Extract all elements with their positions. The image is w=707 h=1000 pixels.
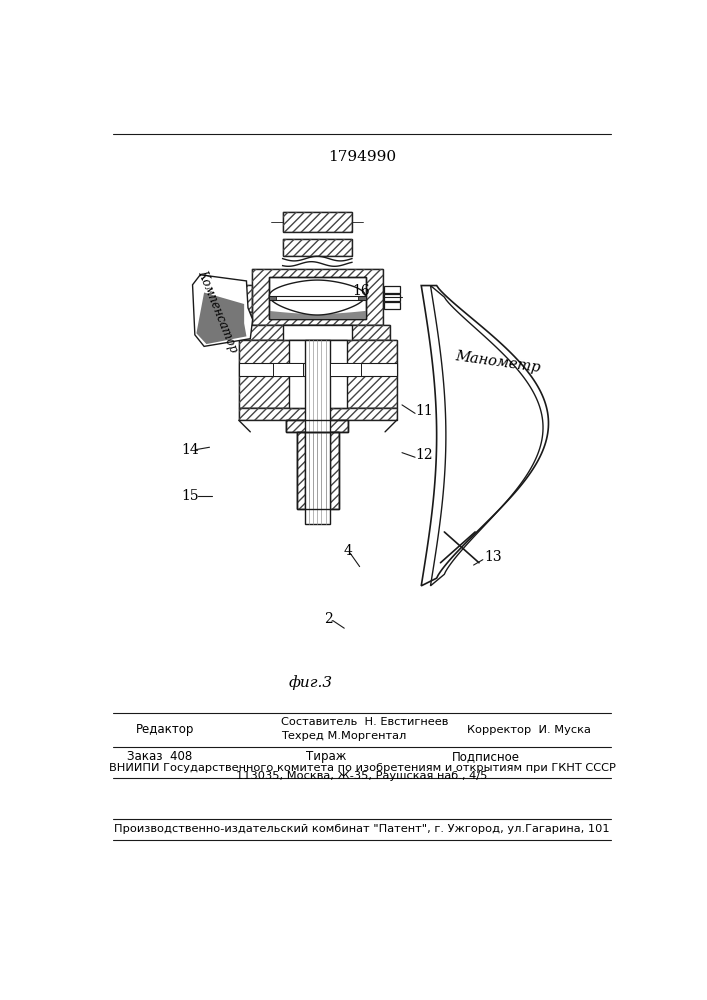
Text: 13: 13 — [484, 550, 502, 564]
Bar — [358, 296, 366, 300]
Text: 12: 12 — [415, 448, 433, 462]
Bar — [217, 312, 252, 321]
Text: 4: 4 — [344, 544, 353, 558]
Polygon shape — [421, 286, 549, 586]
Text: Производственно-издательский комбинат "Патент", г. Ужгород, ул.Гагарина, 101: Производственно-издательский комбинат "П… — [114, 824, 609, 834]
Text: 14: 14 — [182, 443, 199, 457]
Bar — [244, 325, 390, 340]
Bar — [305, 340, 329, 508]
Text: фиг.3: фиг.3 — [288, 675, 332, 690]
Bar — [283, 239, 352, 256]
Bar — [385, 294, 399, 301]
Bar — [385, 286, 399, 293]
Bar — [296, 432, 339, 509]
Bar — [330, 363, 361, 376]
Text: 16: 16 — [352, 284, 370, 298]
Bar — [217, 312, 252, 321]
Bar — [385, 302, 399, 309]
Text: Составитель  Н. Евстигнеев: Составитель Н. Евстигнеев — [281, 717, 448, 727]
Bar — [239, 408, 397, 420]
Bar — [239, 363, 397, 376]
Bar — [286, 420, 348, 432]
Text: Тираж: Тираж — [305, 750, 346, 763]
Bar — [269, 296, 276, 300]
Bar — [269, 277, 366, 319]
Bar — [239, 340, 397, 408]
Bar — [239, 340, 397, 408]
Bar — [283, 325, 352, 340]
Bar — [283, 239, 352, 256]
Bar — [239, 408, 397, 420]
Text: Подписное: Подписное — [452, 750, 520, 763]
Bar — [283, 212, 352, 232]
Polygon shape — [269, 310, 366, 319]
Bar — [296, 432, 339, 509]
Polygon shape — [192, 275, 252, 346]
Text: Заказ  408: Заказ 408 — [127, 750, 192, 763]
Bar — [305, 420, 329, 513]
Bar — [273, 363, 303, 376]
Bar — [286, 420, 348, 432]
Text: Манометр: Манометр — [455, 350, 542, 375]
Text: ВНИИПИ Государственного комитета по изобретениям и открытиям при ГКНТ СССР: ВНИИПИ Государственного комитета по изоб… — [108, 763, 615, 773]
Bar — [229, 285, 252, 312]
Polygon shape — [269, 280, 366, 315]
Text: 11: 11 — [415, 404, 433, 418]
Text: Корректор  И. Муска: Корректор И. Муска — [467, 725, 591, 735]
Text: 15: 15 — [182, 489, 199, 503]
Text: 1794990: 1794990 — [328, 150, 396, 164]
Text: Техред М.Моргентал: Техред М.Моргентал — [281, 731, 407, 741]
Bar — [269, 277, 366, 319]
Polygon shape — [197, 292, 247, 344]
Bar — [283, 212, 352, 232]
Bar — [288, 340, 346, 408]
Text: Редактор: Редактор — [136, 723, 194, 736]
Bar — [252, 269, 382, 325]
Bar — [305, 432, 329, 524]
Bar — [244, 325, 390, 340]
Text: Компенсатор: Компенсатор — [196, 269, 240, 355]
Text: 2: 2 — [325, 612, 333, 626]
Bar — [252, 269, 382, 325]
Bar — [229, 285, 252, 312]
Bar — [305, 420, 329, 513]
Bar — [286, 420, 348, 432]
Text: 113035, Москва, Ж-35, Раушская наб., 4/5: 113035, Москва, Ж-35, Раушская наб., 4/5 — [236, 771, 488, 781]
Bar — [296, 432, 339, 509]
